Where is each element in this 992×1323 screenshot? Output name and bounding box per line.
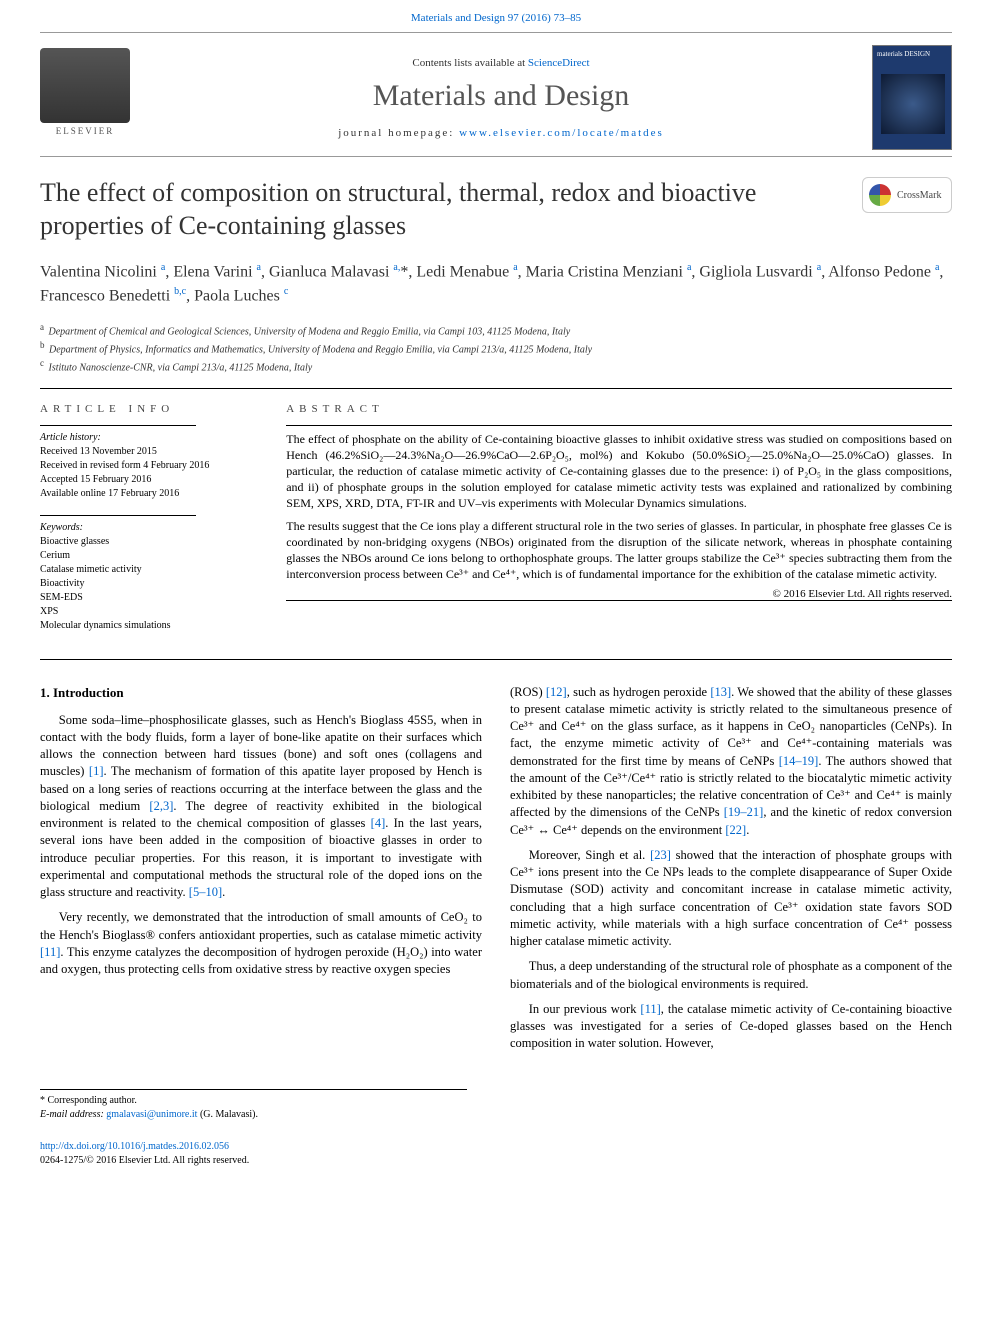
history-label: Article history: bbox=[40, 432, 101, 443]
header-center: Contents lists available at ScienceDirec… bbox=[150, 57, 852, 139]
abstract-rule-top bbox=[286, 425, 952, 426]
ref-link[interactable]: [1] bbox=[89, 764, 104, 778]
ref-link[interactable]: [2,3] bbox=[149, 799, 173, 813]
history-line: Available online 17 February 2016 bbox=[40, 487, 262, 501]
homepage-line: journal homepage: www.elsevier.com/locat… bbox=[150, 127, 852, 139]
ref-link[interactable]: [23] bbox=[650, 848, 671, 862]
abstract-copyright: © 2016 Elsevier Ltd. All rights reserved… bbox=[286, 588, 952, 600]
article-front-matter: CrossMark The effect of composition on s… bbox=[40, 177, 952, 660]
affiliations: a Department of Chemical and Geological … bbox=[40, 321, 952, 376]
homepage-url[interactable]: www.elsevier.com/locate/matdes bbox=[459, 127, 664, 139]
affiliation: b Department of Physics, Informatics and… bbox=[40, 339, 952, 357]
homepage-prefix: journal homepage: bbox=[338, 127, 459, 139]
article-info-heading: ARTICLE INFO bbox=[40, 403, 262, 415]
cover-thumb-image bbox=[881, 74, 945, 134]
elsevier-logo: ELSEVIER bbox=[40, 48, 130, 148]
journal-cover-thumb: materials DESIGN bbox=[872, 45, 952, 150]
history-line: Received 13 November 2015 bbox=[40, 445, 262, 459]
crossmark-label: CrossMark bbox=[897, 190, 941, 201]
abstract-heading: ABSTRACT bbox=[286, 403, 952, 415]
email-suffix: (G. Malavasi). bbox=[197, 1109, 258, 1120]
corresp-email[interactable]: gmalavasi@unimore.it bbox=[106, 1109, 197, 1120]
crossmark-badge[interactable]: CrossMark bbox=[862, 177, 952, 213]
citation-header: Materials and Design 97 (2016) 73–85 bbox=[0, 0, 992, 32]
keyword: Catalase mimetic activity bbox=[40, 563, 262, 577]
page-footer: http://dx.doi.org/10.1016/j.matdes.2016.… bbox=[40, 1140, 952, 1168]
elsevier-tree-icon bbox=[40, 48, 130, 123]
ref-link[interactable]: [4] bbox=[371, 816, 386, 830]
intro-p1: Some soda–lime–phosphosilicate glasses, … bbox=[40, 712, 482, 902]
body-col-right: (ROS) [12], such as hydrogen peroxide [1… bbox=[510, 684, 952, 1061]
contents-prefix: Contents lists available at bbox=[412, 57, 527, 69]
abstract-column: ABSTRACT The effect of phosphate on the … bbox=[286, 403, 952, 647]
ref-link[interactable]: [11] bbox=[40, 945, 60, 959]
keyword: Bioactive glasses bbox=[40, 535, 262, 549]
info-rule-2 bbox=[40, 515, 196, 516]
body-columns: 1. Introduction Some soda–lime–phosphosi… bbox=[40, 684, 952, 1061]
issn-copyright: 0264-1275/© 2016 Elsevier Ltd. All right… bbox=[40, 1155, 249, 1166]
affiliation: a Department of Chemical and Geological … bbox=[40, 321, 952, 339]
crossmark-icon bbox=[869, 184, 891, 206]
intro-p4: Moreover, Singh et al. [23] showed that … bbox=[510, 847, 952, 951]
intro-p2: Very recently, we demonstrated that the … bbox=[40, 909, 482, 978]
doi-link[interactable]: http://dx.doi.org/10.1016/j.matdes.2016.… bbox=[40, 1141, 229, 1152]
keyword: SEM-EDS bbox=[40, 591, 262, 605]
history-line: Received in revised form 4 February 2016 bbox=[40, 459, 262, 473]
history-line: Accepted 15 February 2016 bbox=[40, 473, 262, 487]
email-label: E-mail address: bbox=[40, 1109, 106, 1120]
ref-link[interactable]: [13] bbox=[710, 685, 731, 699]
article-title: The effect of composition on structural,… bbox=[40, 177, 952, 242]
intro-p5: Thus, a deep understanding of the struct… bbox=[510, 958, 952, 993]
info-abstract-row: ARTICLE INFO Article history: Received 1… bbox=[40, 403, 952, 647]
intro-p3: (ROS) [12], such as hydrogen peroxide [1… bbox=[510, 684, 952, 839]
section-1-heading: 1. Introduction bbox=[40, 684, 482, 702]
article-history: Article history: Received 13 November 20… bbox=[40, 431, 262, 501]
ref-link[interactable]: [22] bbox=[725, 823, 746, 837]
contents-line: Contents lists available at ScienceDirec… bbox=[150, 57, 852, 69]
ref-link[interactable]: [5–10] bbox=[189, 885, 222, 899]
corresp-email-line: E-mail address: gmalavasi@unimore.it (G.… bbox=[40, 1108, 467, 1122]
intro-p6: In our previous work [11], the catalase … bbox=[510, 1001, 952, 1053]
ref-link[interactable]: [11] bbox=[640, 1002, 660, 1016]
body-col-left: 1. Introduction Some soda–lime–phosphosi… bbox=[40, 684, 482, 1061]
sciencedirect-link[interactable]: ScienceDirect bbox=[528, 57, 590, 69]
keyword: Cerium bbox=[40, 549, 262, 563]
abstract-p1: The effect of phosphate on the ability o… bbox=[286, 431, 952, 512]
citation-link[interactable]: Materials and Design 97 (2016) 73–85 bbox=[411, 12, 581, 24]
abstract-p2: The results suggest that the Ce ions pla… bbox=[286, 518, 952, 583]
ref-link[interactable]: [19–21] bbox=[724, 805, 764, 819]
article-info-column: ARTICLE INFO Article history: Received 1… bbox=[40, 403, 286, 647]
corresponding-author-footnote: * Corresponding author. E-mail address: … bbox=[40, 1089, 467, 1122]
ref-link[interactable]: [12] bbox=[546, 685, 567, 699]
elsevier-wordmark: ELSEVIER bbox=[40, 126, 130, 136]
authors-line: Valentina Nicolini a, Elena Varini a, Gi… bbox=[40, 260, 952, 309]
keyword: XPS bbox=[40, 605, 262, 619]
keywords-block: Keywords: Bioactive glassesCeriumCatalas… bbox=[40, 521, 262, 633]
affiliation: c Istituto Nanoscienze-CNR, via Campi 21… bbox=[40, 357, 952, 375]
ref-link[interactable]: [14–19] bbox=[779, 754, 819, 768]
header-bottom-rule bbox=[40, 156, 952, 157]
keywords-label: Keywords: bbox=[40, 522, 83, 533]
cover-thumb-label: materials DESIGN bbox=[877, 50, 930, 58]
info-rule-1 bbox=[40, 425, 196, 426]
journal-header: ELSEVIER Contents lists available at Sci… bbox=[40, 33, 952, 156]
corresp-label: * Corresponding author. bbox=[40, 1094, 467, 1108]
front-matter-rule-2 bbox=[40, 659, 952, 660]
keyword: Bioactivity bbox=[40, 577, 262, 591]
abstract-rule-bottom bbox=[286, 600, 952, 601]
keyword: Molecular dynamics simulations bbox=[40, 619, 262, 633]
front-matter-rule bbox=[40, 388, 952, 389]
journal-title: Materials and Design bbox=[150, 79, 852, 113]
